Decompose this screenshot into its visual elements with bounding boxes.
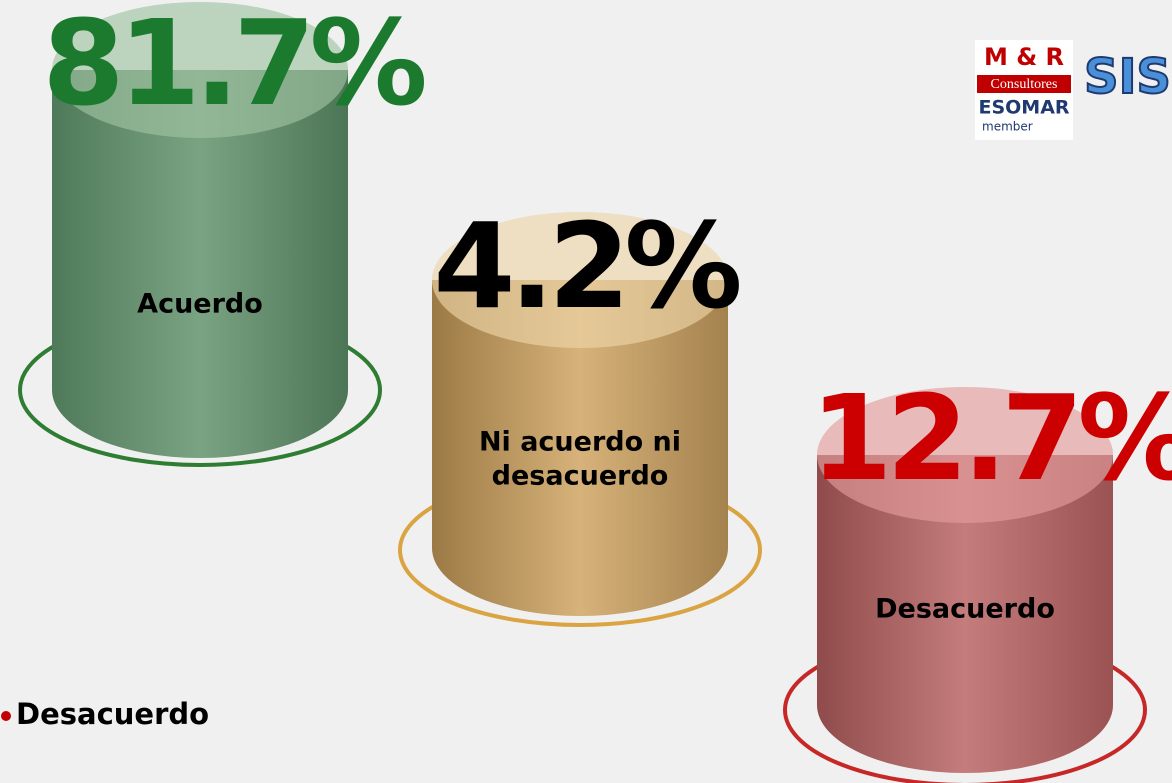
value-label: 81.7% — [42, 0, 424, 132]
category-label: Desacuerdo — [875, 594, 1055, 625]
cylinder-top — [432, 212, 728, 348]
logo-band — [977, 75, 1071, 93]
logo-member: member — [982, 120, 1033, 134]
bullet — [1, 711, 11, 721]
cylinder — [52, 70, 348, 458]
logo-brand: M & R — [984, 43, 1064, 71]
cylinder-top-light — [817, 387, 1113, 523]
cylinder-top — [817, 387, 1113, 523]
cylinder-top-light — [52, 2, 348, 138]
footer-label: Desacuerdo — [16, 697, 209, 731]
cylinder — [817, 455, 1113, 773]
logo-org: ESOMAR — [978, 97, 1069, 119]
logo: M & R Consultores ESOMAR member SISM — [975, 40, 1172, 140]
cylinder-top — [52, 2, 348, 138]
category-label: Acuerdo — [137, 289, 263, 320]
category-label: desacuerdo — [492, 461, 669, 492]
logo-partner: SISM — [1084, 49, 1172, 105]
cylinder-group: 12.7% Desacuerdo — [783, 369, 1172, 783]
cylinder-top-light — [432, 212, 728, 348]
category-label: Ni acuerdo ni — [479, 427, 681, 458]
logo-sub: Consultores — [991, 77, 1058, 92]
value-label: 4.2% — [433, 197, 739, 335]
value-label: 12.7% — [810, 369, 1172, 507]
cylinder-group: 81.7% Acuerdo — [18, 0, 430, 467]
cylinder — [432, 280, 728, 616]
